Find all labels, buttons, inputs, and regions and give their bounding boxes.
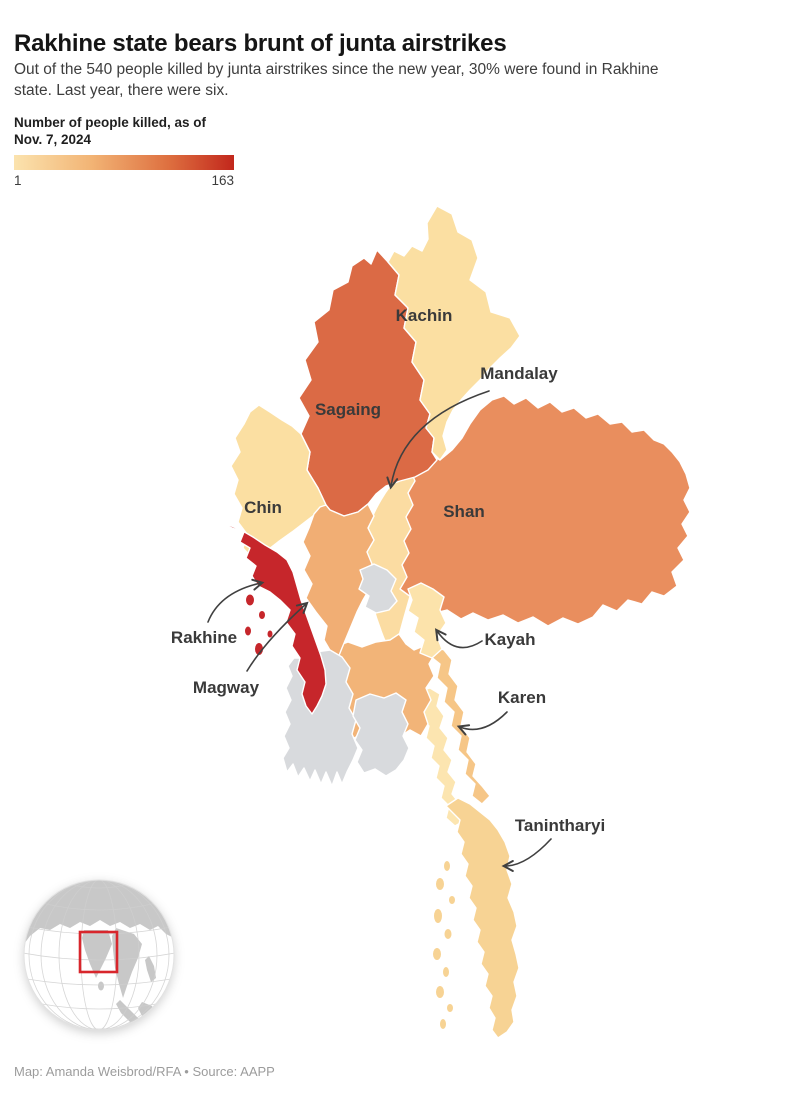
page-title: Rakhine state bears brunt of junta airst… [14,30,507,58]
color-legend: Number of people killed, as of Nov. 7, 2… [14,114,234,188]
locator-globe [23,879,175,1031]
annotation-arrows [207,390,552,872]
karen-label: Karen [498,688,546,707]
kayah-label: Kayah [484,630,535,649]
regions-group [215,205,691,1039]
legend-title-line-2: Nov. 7, 2024 [14,132,92,147]
legend-gradient-rect [14,155,234,170]
chin-label: Chin [244,498,282,517]
legend-scale: 1 163 [14,173,234,188]
tanintharyi-label: Tanintharyi [515,816,605,835]
kachin-label: Kachin [396,306,453,325]
rakhine-label: Rakhine [171,628,237,647]
shan-label: Shan [443,502,485,521]
tanintharyi-islands [433,861,455,1029]
subtitle-line-2: state. Last year, there were six. [14,82,229,99]
region-kachin[interactable] [387,205,521,461]
region-magway[interactable] [302,503,375,665]
rakhine-arrow [207,578,265,623]
region-naypyidaw[interactable] [358,563,398,614]
mandalay-arrow [386,390,490,490]
region-labels: Kachin Mandalay Sagaing Chin Shan Rakhin… [171,306,605,835]
region-tanintharyi[interactable] [445,797,520,1039]
region-kayah[interactable] [407,582,447,659]
footer-credit: Map: Amanda Weisbrod/RFA • Source: AAPP [14,1064,275,1079]
kayah-arrow [434,628,483,649]
karen-arrow [456,711,508,736]
globe-rim [23,879,175,1031]
subtitle-line-1: Out of the 540 people killed by junta ai… [14,61,659,78]
tanintharyi-arrow [501,838,552,872]
magway-arrow [246,601,309,672]
legend-gradient-bar [14,155,234,170]
legend-title: Number of people killed, as of Nov. 7, 2… [14,114,234,148]
page-subtitle: Out of the 540 people killed by junta ai… [14,59,786,101]
rakhine-islands [245,594,273,655]
legend-title-line-1: Number of people killed, as of [14,115,207,130]
legend-max-label: 163 [211,173,234,188]
region-ayeyarwady[interactable] [282,649,359,787]
legend-min-label: 1 [14,173,22,188]
region-shan[interactable] [399,395,691,627]
globe-land [24,880,174,1030]
sagaing-label: Sagaing [315,400,381,419]
region-yangon[interactable] [352,692,410,777]
mandalay-label: Mandalay [480,364,558,383]
region-rakhine[interactable] [215,521,327,715]
magway-label: Magway [193,678,260,697]
locator-highlight-box [78,930,119,974]
